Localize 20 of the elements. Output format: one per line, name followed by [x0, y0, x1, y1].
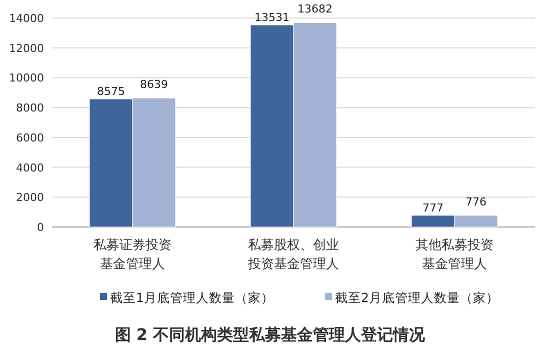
y-tick-label: 2000: [16, 191, 44, 204]
text: 图 2 不同机构类型私募基金管理人登记情况: [114, 325, 426, 344]
data-label: 13531: [254, 11, 290, 24]
legend-label: 截至2月底管理人数量（家）: [335, 290, 499, 305]
y-tick-label: 12000: [9, 42, 44, 55]
y-tick-label: 6000: [16, 131, 44, 144]
legend-label: 截至1月底管理人数量（家）: [110, 290, 274, 305]
y-tick-label: 10000: [9, 72, 44, 85]
data-label: 13682: [298, 2, 332, 16]
x-tick-label: 私募股权、创业投资基金管理人: [247, 238, 339, 272]
data-label: 777: [422, 201, 444, 214]
data-label: 8575: [97, 84, 125, 98]
data-label: 776: [466, 195, 486, 208]
y-tick-label: 0: [37, 221, 44, 234]
y-tick-label: 14000: [9, 12, 44, 25]
x-tick-label: 私募证券投资基金管理人: [94, 238, 172, 272]
y-tick-label: 4000: [16, 161, 44, 174]
data-label: 8639: [140, 78, 168, 92]
y-tick-label: 8000: [16, 102, 44, 115]
x-tick-label: 其他私募投资基金管理人: [416, 238, 494, 272]
